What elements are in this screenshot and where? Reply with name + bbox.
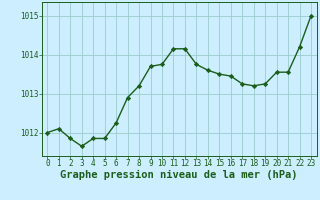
X-axis label: Graphe pression niveau de la mer (hPa): Graphe pression niveau de la mer (hPa) [60, 170, 298, 180]
